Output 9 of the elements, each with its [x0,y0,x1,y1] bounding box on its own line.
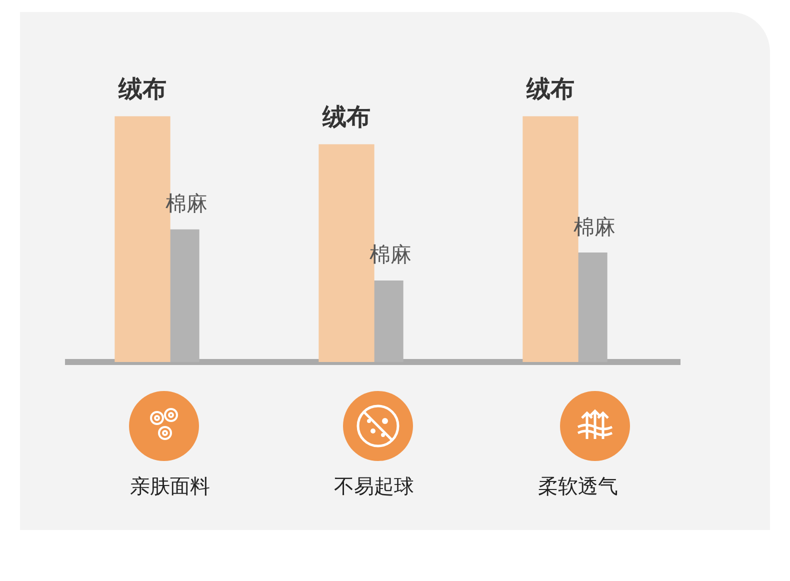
text: 绒布 [526,74,574,103]
x-tick-label: 亲肤面料 [130,474,210,498]
series-label: 棉麻 [370,242,412,267]
text: 棉麻 [574,214,616,239]
x-tick-label: 不易起球 [334,474,414,498]
series-label: 绒布 [322,102,370,131]
text: 棉麻 [166,192,208,216]
x-tick-label: 柔软透气 [538,474,618,498]
text: 绒布 [118,74,166,103]
